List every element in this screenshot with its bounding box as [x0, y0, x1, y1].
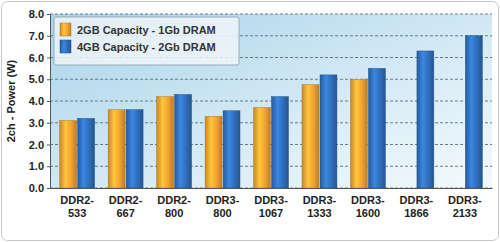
tick-label: 1.0	[29, 160, 44, 172]
bar	[272, 97, 289, 188]
tick: 6.0	[29, 52, 50, 64]
tick-label-line: 533	[68, 207, 86, 219]
tick: 1.0	[29, 160, 50, 172]
tick-mark	[47, 123, 50, 124]
tick-label: 2.0	[29, 139, 44, 151]
tick-label: 6.0	[29, 52, 44, 64]
tick-mark	[47, 14, 50, 15]
tick: 0.0	[29, 182, 50, 194]
legend-label: 4GB Capacity - 2Gb DRAM	[77, 41, 216, 53]
legend-box	[54, 17, 239, 65]
legend-label: 2GB Capacity - 1Gb DRAM	[77, 24, 216, 36]
tick: DDR3-1600	[351, 188, 385, 219]
legend-swatch	[60, 40, 71, 53]
bar	[302, 85, 319, 188]
tick: 7.0	[29, 30, 50, 42]
tick-label-line: 1333	[307, 207, 331, 219]
tick-label-line: DDR2-	[60, 194, 94, 206]
tick-label-line: 800	[213, 207, 231, 219]
plot-background	[50, 14, 492, 188]
tick: 3.0	[29, 117, 50, 129]
tick-label: DDR2-667	[109, 194, 143, 219]
tick-label: DDR3-1333	[303, 194, 337, 219]
tick-label: 5.0	[29, 73, 44, 85]
bar	[254, 108, 271, 188]
tick-label: 4.0	[29, 95, 44, 107]
tick-label-line: 1600	[356, 207, 380, 219]
bar	[368, 68, 385, 188]
tick-mark	[47, 166, 50, 167]
legend-swatch	[60, 23, 71, 36]
tick: 4.0	[29, 95, 50, 107]
tick: 5.0	[29, 73, 50, 85]
tick: DDR3-800	[206, 188, 240, 219]
legend-item: 4GB Capacity - 2Gb DRAM	[60, 40, 216, 53]
bar	[223, 111, 240, 188]
tick: DDR2-800	[157, 188, 191, 219]
grid	[50, 14, 492, 188]
tick-mark	[47, 145, 50, 146]
tick: DDR3-1067	[254, 188, 288, 219]
frame	[2, 2, 499, 241]
bar	[350, 79, 367, 188]
tick-label-line: DDR3-	[303, 194, 337, 206]
tick-mark	[47, 188, 50, 189]
bar	[157, 97, 174, 188]
axis-line	[51, 188, 493, 189]
tick-label-line: DDR3-	[400, 194, 434, 206]
bar	[78, 118, 95, 188]
tick-label: DDR3-1067	[254, 194, 288, 219]
tick-label-line: DDR2-	[157, 194, 191, 206]
tick: DDR2-667	[109, 188, 143, 219]
tick-label: DDR3-2133	[448, 194, 482, 219]
tick-label: 0.0	[29, 182, 44, 194]
tick-label-line: 800	[165, 207, 183, 219]
tick-label: 3.0	[29, 117, 44, 129]
tick-label-line: DDR3-	[206, 194, 240, 206]
tick: 2.0	[29, 139, 50, 151]
tick-mark	[47, 58, 50, 59]
bar	[60, 121, 77, 188]
tick-label: 8.0	[29, 8, 44, 20]
bar	[465, 36, 482, 188]
tick-label-line: 2133	[453, 207, 477, 219]
tick-label: DDR3-800	[206, 194, 240, 219]
tick-label-line: 1067	[259, 207, 283, 219]
tick: 8.0	[29, 8, 50, 20]
bar	[126, 110, 143, 188]
grid-line	[50, 14, 492, 15]
tick-label: DDR2-533	[60, 194, 94, 219]
bar	[175, 94, 192, 188]
tick: DDR2-533	[60, 188, 94, 219]
tick-mark	[47, 79, 50, 80]
tick-label-line: DDR3-	[254, 194, 288, 206]
legend: 2GB Capacity - 1Gb DRAM 4GB Capacity - 2G…	[54, 17, 239, 65]
y-axis: 0.0 1.0 2.0 3.0 4.0 5.0 6.0 7.0 8.0	[29, 8, 51, 194]
tick-mark	[47, 101, 50, 102]
tick: DDR3-1866	[400, 188, 434, 219]
tick-label-line: DDR3-	[448, 194, 482, 206]
axis-line	[47, 15, 51, 189]
tick-label: DDR3-1866	[400, 194, 434, 219]
bar	[205, 116, 222, 188]
tick: DDR3-2133	[448, 188, 482, 219]
x-axis: DDR2-533DDR2-667DDR2-800DDR3-800DDR3-106…	[51, 188, 493, 219]
tick-label-line: DDR3-	[351, 194, 385, 206]
bar	[320, 75, 337, 188]
legend-item: 2GB Capacity - 1Gb DRAM	[60, 23, 216, 36]
tick-label: 7.0	[29, 30, 44, 42]
chart: 0.01.02.03.04.05.06.07.08.0DDR2-533DDR2-…	[0, 0, 500, 242]
tick-label-line: 1866	[404, 207, 428, 219]
tick-label: DDR2-800	[157, 194, 191, 219]
bar	[108, 110, 125, 188]
tick-label-line: DDR2-	[109, 194, 143, 206]
y-axis-title: 2ch - Power (W)	[5, 59, 17, 142]
tick-label: DDR3-1600	[351, 194, 385, 219]
tick: DDR3-1333	[303, 188, 337, 219]
tick-label-line: 667	[116, 207, 134, 219]
tick-mark	[47, 36, 50, 37]
bar	[417, 51, 434, 188]
